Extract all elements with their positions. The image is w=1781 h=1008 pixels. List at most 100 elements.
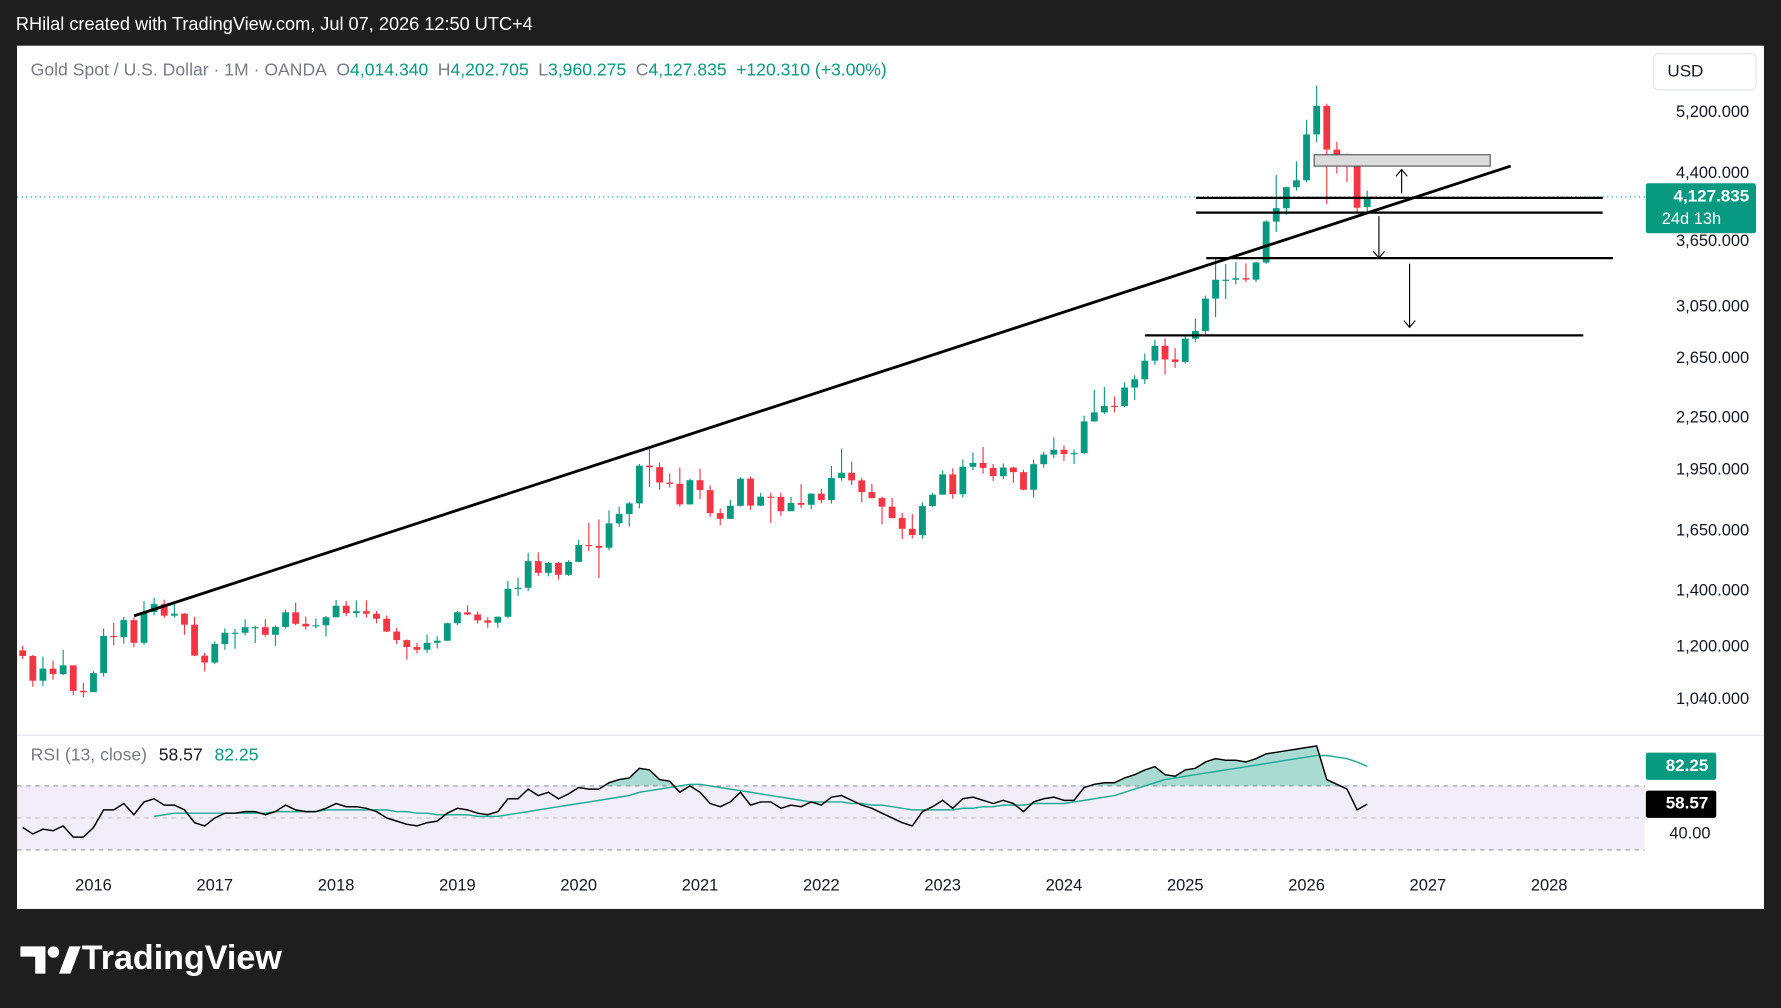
candle-body	[929, 494, 936, 507]
candle-body	[373, 613, 380, 619]
rsi-line	[22, 745, 1368, 838]
candle-body	[878, 498, 886, 507]
y-tick-label: 2,250.000	[1676, 408, 1749, 426]
candle-body	[969, 462, 977, 467]
countdown: 24d 13h	[1662, 210, 1721, 228]
candle-body	[90, 673, 97, 693]
candle-body	[544, 562, 552, 573]
candle-body	[1303, 134, 1310, 181]
candle-body	[1070, 453, 1078, 455]
x-tick-label: 2027	[1410, 877, 1447, 895]
candle-body	[1202, 298, 1209, 331]
price-label: 4,127.835	[1673, 186, 1749, 205]
candle-body	[797, 502, 805, 505]
zone-box	[1313, 154, 1491, 167]
candle-body	[1121, 387, 1129, 407]
drawings	[133, 154, 1613, 618]
candle-body	[888, 506, 896, 518]
rsi-ma-box	[1645, 752, 1717, 780]
candle-body	[1060, 449, 1068, 455]
candle-body	[1353, 165, 1361, 208]
rsi-title: RSI (13, close)	[31, 744, 147, 764]
candle-body	[1272, 208, 1280, 222]
candle-body	[1050, 449, 1058, 455]
candle-body	[1323, 105, 1331, 150]
candle-body	[868, 492, 876, 499]
candle-body	[453, 612, 461, 624]
candle-body	[959, 466, 967, 495]
ohlc-value: 3,960.275	[548, 59, 626, 79]
candle-body	[403, 640, 411, 648]
candle-body	[989, 467, 997, 477]
candle-body	[443, 623, 451, 641]
x-tick-label: 2017	[196, 877, 233, 895]
candle-body	[1242, 278, 1250, 280]
change: +120.310 (+3.00%)	[736, 59, 887, 79]
currency[interactable]: USD	[1667, 61, 1703, 80]
x-tick-label: 2026	[1288, 877, 1325, 895]
candle-body	[1009, 467, 1017, 473]
candle-body	[939, 474, 947, 495]
candle-body	[1131, 379, 1139, 388]
candle-body	[100, 635, 107, 674]
candles	[19, 85, 1371, 698]
candle-body	[201, 655, 209, 663]
candle-body	[787, 502, 795, 512]
overbought-fill	[603, 745, 1341, 786]
y-tick-label: 1,400.000	[1676, 581, 1749, 599]
candle-body	[706, 490, 714, 514]
arrow-down	[1372, 216, 1386, 259]
y-tick-label: 1,200.000	[1676, 638, 1749, 656]
candle-body	[231, 632, 239, 634]
candle-body	[1293, 180, 1300, 188]
candle-body	[292, 612, 300, 624]
candle-body	[575, 544, 583, 562]
candle-body	[807, 493, 815, 505]
candle-body	[423, 642, 431, 650]
candle-body	[59, 665, 67, 675]
rsi-value-box	[1645, 790, 1717, 818]
rsi-tick-label: 40.00	[1669, 824, 1710, 842]
logo-mark	[20, 946, 46, 974]
candle-body	[747, 478, 754, 506]
candle-body	[686, 480, 694, 505]
candle-body	[302, 623, 310, 627]
candle-body	[615, 513, 623, 524]
candle-body	[1252, 262, 1260, 280]
x-tick-label: 2028	[1531, 877, 1568, 895]
candle-body	[999, 467, 1007, 477]
candle-body	[605, 523, 613, 548]
x-tick-label: 2021	[682, 877, 719, 895]
candle-body	[19, 650, 27, 656]
candle-body	[413, 647, 421, 650]
candle-body	[342, 605, 350, 614]
candle-body	[79, 690, 87, 693]
y-tick-label: 1,950.000	[1676, 461, 1749, 479]
candle-body	[433, 640, 441, 643]
ohlc-value: 4,127.835	[648, 59, 726, 79]
candle-body	[625, 503, 633, 514]
candle-body	[1100, 405, 1108, 413]
candle-body	[949, 474, 957, 495]
candle-body	[383, 618, 391, 632]
y-tick-label: 1,040.000	[1676, 690, 1749, 708]
candle-body	[191, 624, 198, 656]
candle-body	[322, 617, 330, 626]
x-tick-label: 2023	[924, 877, 961, 895]
candle-body	[716, 513, 724, 519]
candle-body	[130, 620, 138, 643]
x-tick-label: 2025	[1167, 877, 1204, 895]
candle-body	[110, 635, 118, 638]
ohlc-key: H	[438, 59, 451, 79]
rsi-value: 58.57	[159, 744, 203, 764]
candle-body	[696, 480, 704, 491]
candle-body	[241, 627, 249, 633]
candle-body	[181, 613, 188, 625]
logo-mark	[59, 946, 81, 974]
candle-body	[332, 605, 340, 618]
candle-body	[524, 561, 532, 588]
y-tick-label: 1,650.000	[1676, 522, 1749, 540]
currency-button[interactable]	[1653, 53, 1757, 91]
candle-body	[1151, 345, 1159, 361]
symbol-header: Gold Spot / U.S. Dollar · 1M · OANDA O4,…	[31, 59, 887, 79]
